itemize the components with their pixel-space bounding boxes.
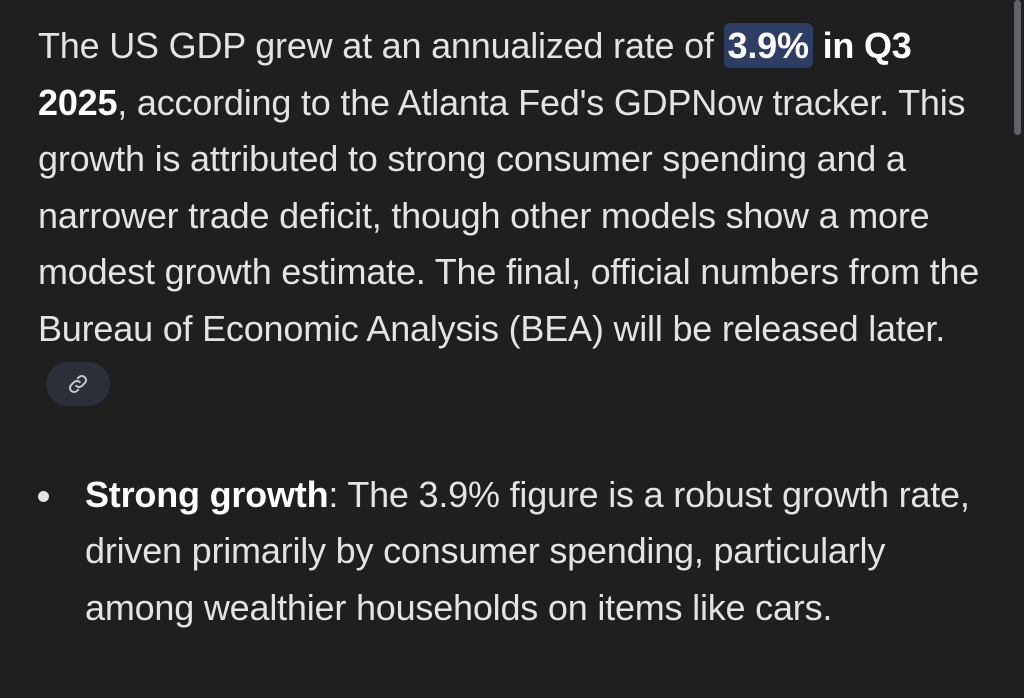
list-item-title: Strong growth (85, 473, 329, 515)
summary-text-body: , according to the Atlanta Fed's GDPNow … (38, 81, 980, 349)
scrollbar-thumb[interactable] (1014, 0, 1021, 135)
link-icon (69, 375, 87, 394)
source-link-button[interactable] (46, 362, 110, 407)
response-content: The US GDP grew at an annualized rate of… (38, 18, 998, 636)
scrollbar[interactable] (1012, 0, 1024, 698)
key-points-list: Strong growth: The 3.9% figure is a robu… (38, 467, 998, 637)
list-item: Strong growth: The 3.9% figure is a robu… (38, 467, 998, 637)
quarter-label: in Q3 2025 (38, 25, 912, 123)
summary-text-lead: The US GDP grew at an annualized rate of (38, 25, 724, 66)
bullet-dot (38, 490, 49, 502)
list-item-text: : The 3.9% figure is a robust growth rat… (85, 473, 970, 628)
summary-paragraph: The US GDP grew at an annualized rate of… (38, 18, 998, 414)
gdp-growth-highlight[interactable]: 3.9% (723, 23, 813, 68)
